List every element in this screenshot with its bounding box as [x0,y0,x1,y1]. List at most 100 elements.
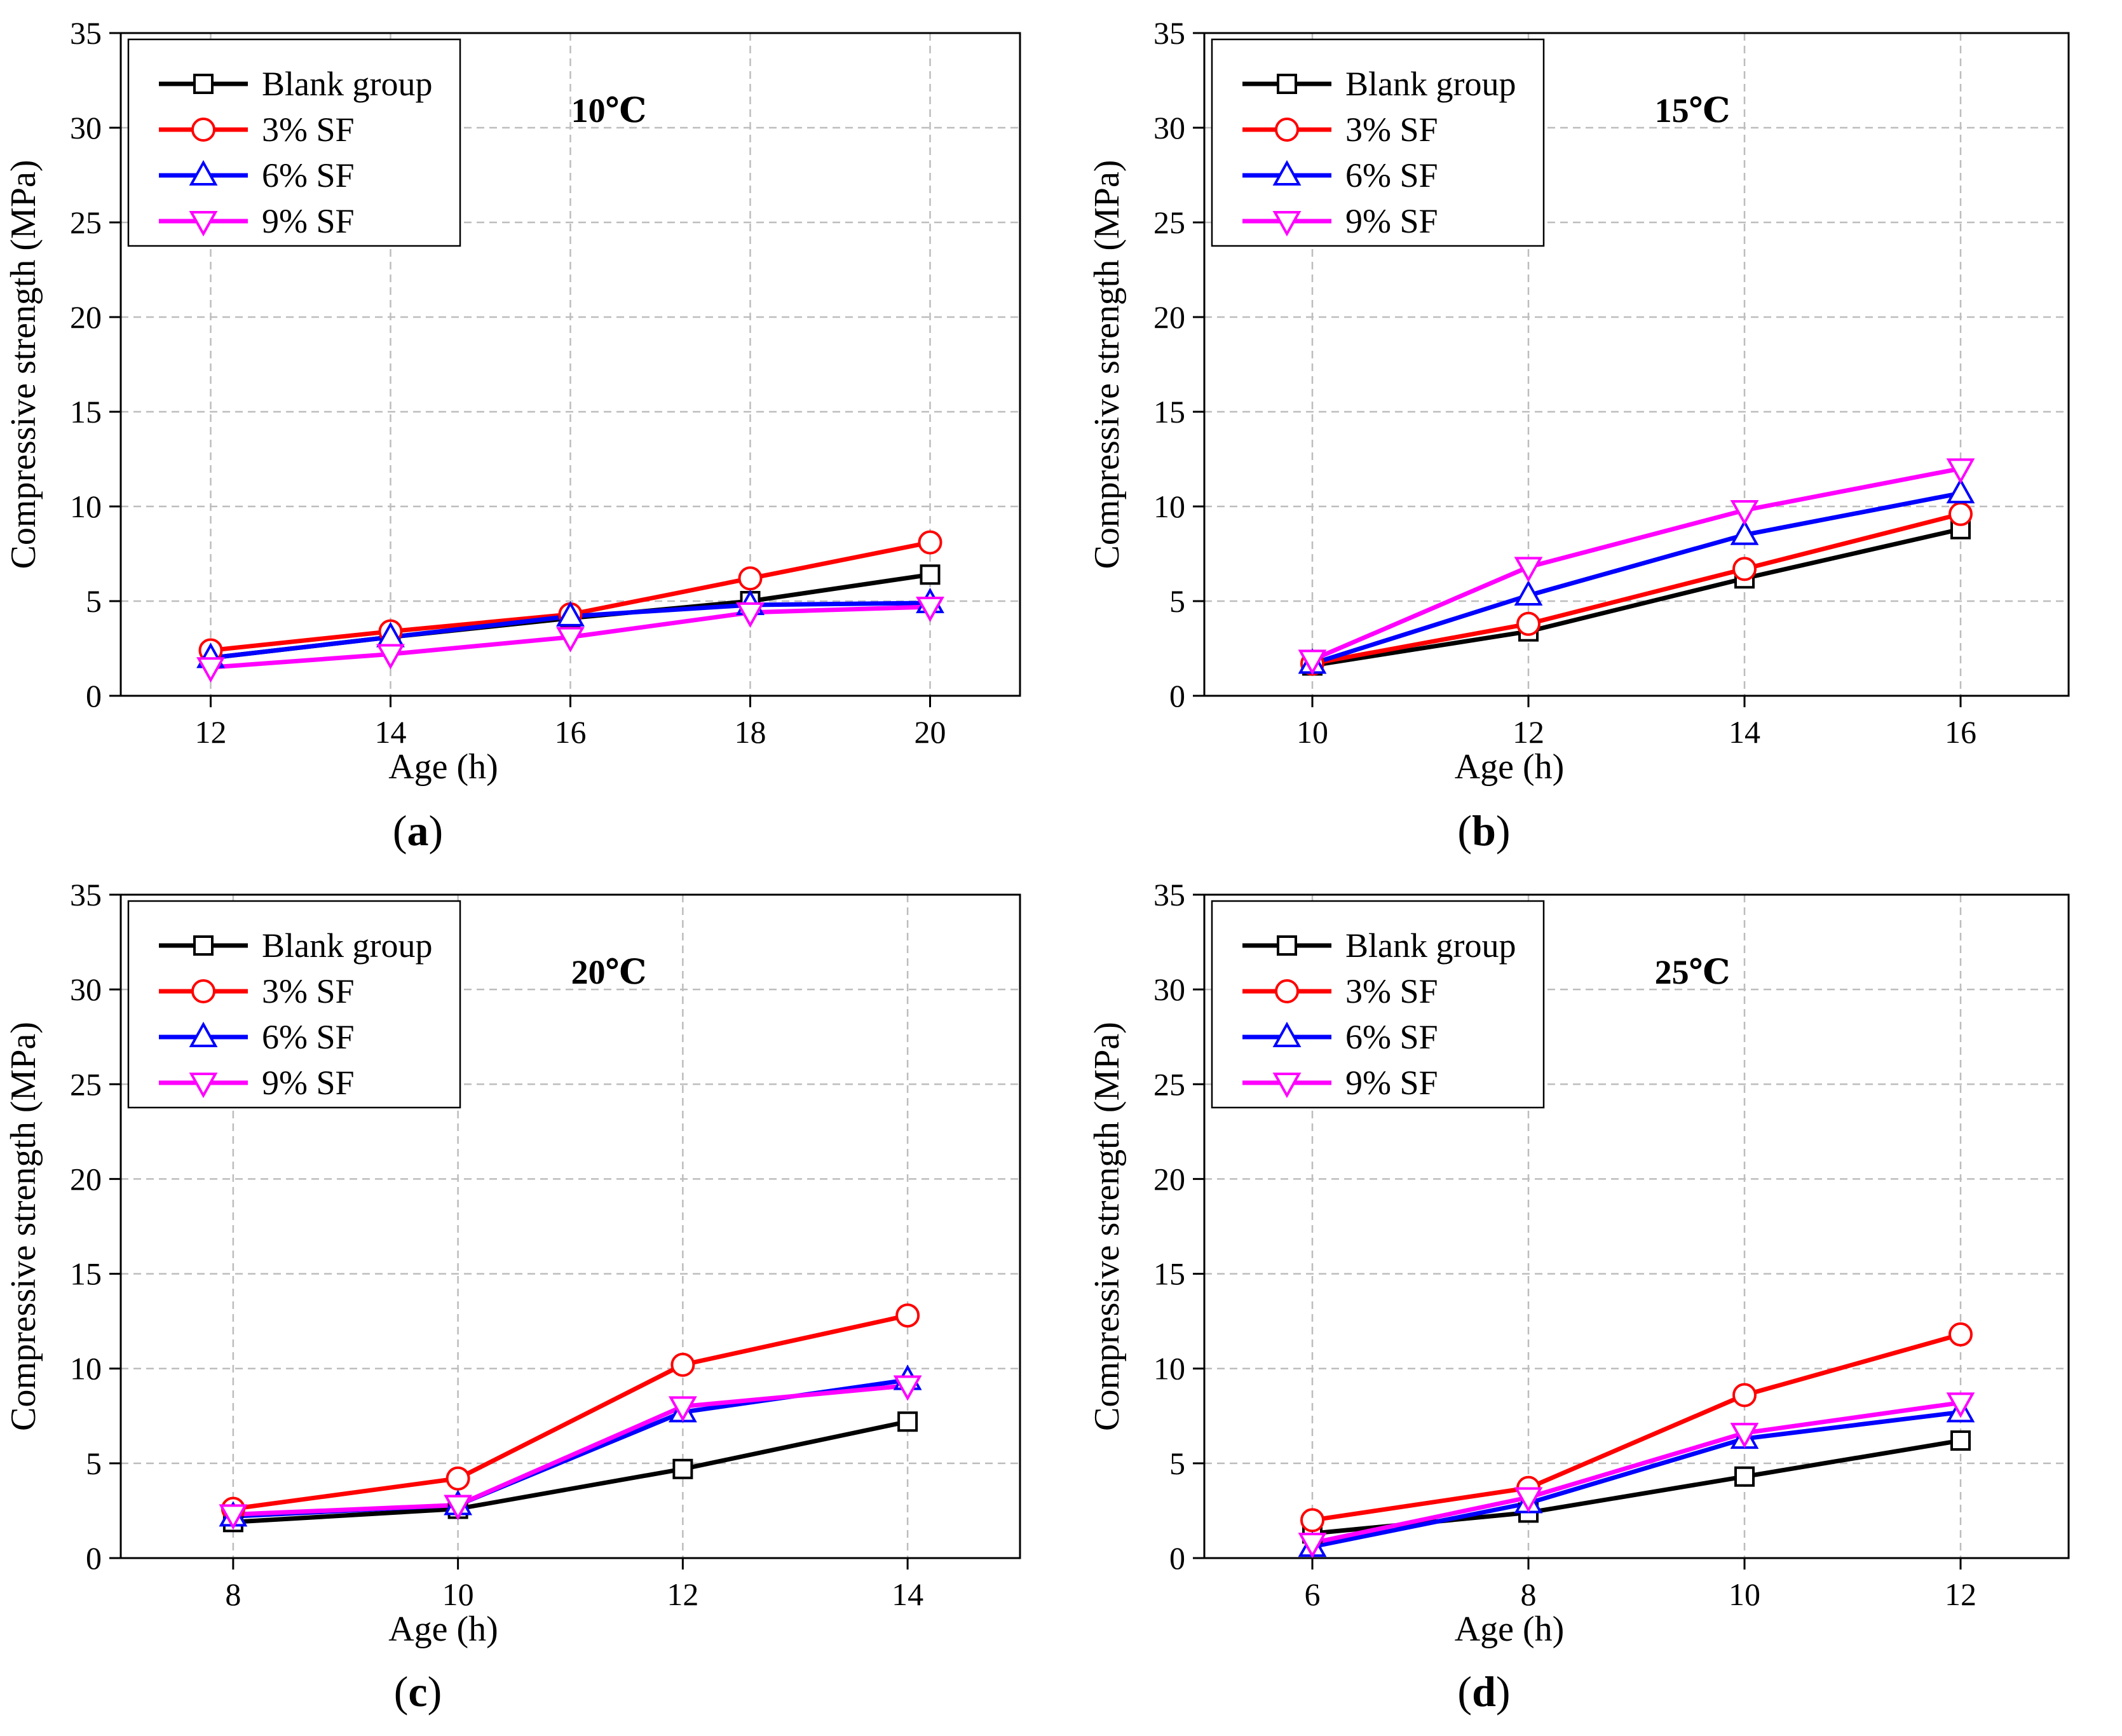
legend-marker [1275,118,1299,142]
legend-entry: 6% SF [262,156,355,194]
y-tick-label: 35 [1153,15,1185,51]
y-tick-label: 5 [86,1446,102,1481]
legend-marker [1272,159,1302,186]
legend: Blank group 3% SF 6% SF 9% SF [1211,900,1545,1109]
y-tick-label: 25 [1153,1066,1185,1102]
data-point [1514,580,1543,606]
panel-label-letter: d [1472,1667,1496,1716]
y-tick-label: 15 [70,394,102,430]
x-tick-label: 6 [1305,1577,1321,1612]
y-tick-label: 10 [70,489,102,524]
y-tick-label: 35 [70,877,102,912]
legend-entry: 3% SF [1345,972,1438,1010]
data-point [556,627,585,653]
series-line-2 [1311,491,1961,666]
legend-marker [191,118,215,142]
legend-entry: Blank group [1345,926,1516,965]
series-line-3 [1311,466,1961,662]
data-point [895,1303,920,1328]
legend-entry: 3% SF [262,972,355,1010]
panel-label: (a) [393,806,443,855]
data-point [1946,1392,1975,1418]
data-point [1734,1466,1755,1487]
data-point [376,644,405,670]
data-point [668,1396,697,1422]
data-point [1950,1430,1971,1451]
panel-label: (d) [1457,1667,1510,1716]
x-tick-label: 10 [442,1577,474,1612]
y-tick-label: 5 [1169,1446,1185,1481]
data-point [1516,611,1540,636]
legend-entry: 9% SF [1345,202,1438,240]
data-point [1946,478,1975,504]
x-tick-label: 12 [195,714,227,750]
y-tick-label: 20 [1153,299,1185,335]
data-point [672,1458,693,1479]
data-point [1514,557,1543,583]
panel-label-letter: a [407,806,429,855]
legend-marker [1272,211,1302,237]
y-tick-label: 25 [70,1066,102,1102]
panel-label-open: ( [1457,806,1472,855]
data-point [444,1495,473,1521]
panel-label: (b) [1457,806,1510,855]
legend-entry: Blank group [262,65,432,103]
y-tick-label: 0 [1169,678,1185,714]
panel-label-letter: b [1472,806,1496,855]
data-point [1514,1487,1543,1513]
y-tick-label: 0 [1169,1540,1185,1576]
legend-entry: Blank group [262,926,432,965]
legend-marker [1277,935,1297,956]
panel-label: (c) [394,1667,442,1716]
legend-box [1211,900,1545,1109]
plot-frame [1203,32,2070,697]
y-tick-label: 25 [1153,205,1185,240]
data-point [893,1375,922,1401]
y-tick-label: 30 [70,972,102,1007]
panel-label-close: ) [1496,1667,1511,1716]
series-line-0 [233,1419,908,1524]
y-tick-label: 35 [70,15,102,51]
series-line-1 [1312,512,1961,666]
y-tick-label: 30 [1153,972,1185,1007]
y-tick-label: 0 [86,1540,102,1576]
data-point [1730,499,1759,526]
legend-box [1211,38,1545,247]
data-point [1732,1383,1757,1407]
x-tick-label: 10 [1296,714,1328,750]
chart-panel-c: 0 5 10 15 20 25 30 35 8 10 12 14 Age (h) Compressive … [4,877,1021,1716]
x-tick-label: 14 [1729,714,1760,750]
y-tick-label: 20 [70,1161,102,1197]
panel-label-open: ( [393,806,407,855]
x-tick-label: 12 [667,1577,698,1612]
legend-entry: 6% SF [1345,156,1438,194]
data-point [1298,649,1327,675]
legend: Blank group 3% SF 6% SF 9% SF [127,900,461,1109]
data-point [897,1411,918,1432]
data-point [920,564,941,585]
data-point [196,657,225,683]
panel-label-close: ) [1496,806,1511,855]
y-tick-label: 10 [70,1351,102,1387]
y-tick-label: 20 [1153,1161,1185,1197]
y-tick-label: 10 [1153,489,1185,524]
x-tick-label: 18 [735,714,766,750]
legend-entry: 9% SF [262,1064,355,1102]
legend-entry: 3% SF [1345,111,1438,149]
x-tick-label: 8 [1521,1577,1537,1612]
y-tick-label: 15 [1153,394,1185,430]
y-tick-label: 35 [1153,877,1185,912]
legend-marker [1272,1073,1302,1099]
data-point [445,1466,470,1491]
series-line-3 [1312,1400,1961,1545]
legend-entry: 9% SF [1345,1064,1438,1102]
x-tick-label: 8 [225,1577,241,1612]
legend-entry: 6% SF [262,1018,355,1056]
temperature-annotation: 25℃ [1655,953,1731,991]
series-line-3 [233,1383,908,1517]
x-axis-title: Age (h) [1455,747,1565,787]
legend-marker [193,935,214,956]
y-tick-label: 5 [86,583,102,619]
series-line-0 [1312,527,1961,668]
x-tick-label: 14 [892,1577,923,1612]
